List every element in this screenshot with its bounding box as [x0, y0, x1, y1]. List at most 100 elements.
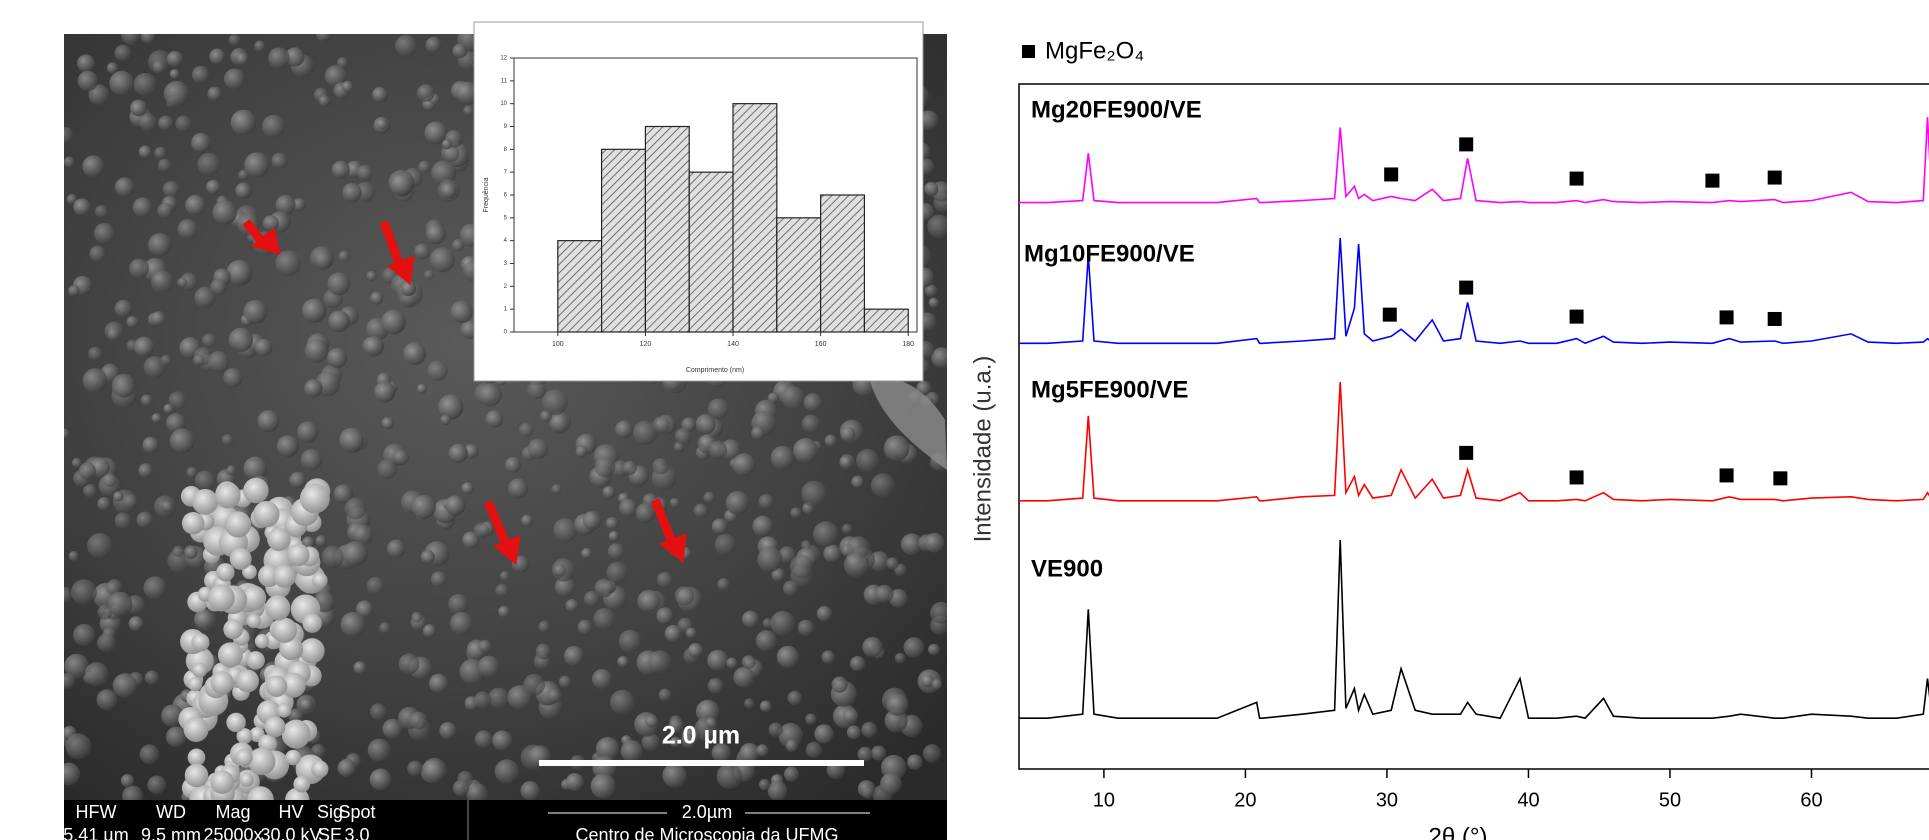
clump-grain [293, 775, 311, 793]
grain [340, 611, 366, 638]
grain [122, 785, 144, 800]
grain [652, 457, 669, 475]
grain [344, 497, 367, 520]
hist-bar [820, 194, 866, 333]
grain [120, 774, 135, 788]
grain [841, 523, 853, 535]
grain [212, 200, 237, 225]
grain [87, 532, 113, 559]
clump-grain [264, 716, 286, 738]
grain [438, 394, 464, 420]
grain [608, 530, 620, 542]
grain [495, 583, 509, 597]
grain [197, 152, 221, 177]
grain [126, 315, 139, 328]
series-label: Mg10FE900/VE [1024, 240, 1195, 267]
grain [166, 413, 187, 434]
inset-y-tick-label: 1 [504, 307, 508, 313]
x-tick-label: 60 [1800, 789, 1822, 811]
grain [379, 622, 391, 634]
grain [463, 105, 474, 117]
grain [139, 113, 158, 132]
grain [770, 610, 796, 636]
inset-x-tick-label: 140 [727, 341, 739, 348]
clump-grain [302, 613, 322, 633]
grain [527, 380, 547, 400]
grain [886, 693, 909, 716]
grain [652, 416, 670, 434]
info-value: 30.0 kV [260, 825, 321, 840]
grain [605, 517, 619, 530]
grain [771, 568, 786, 582]
grain [148, 232, 172, 257]
grain [114, 512, 132, 530]
grain [839, 455, 853, 469]
clump-grain [229, 547, 252, 570]
inset-x-tick-label: 100 [552, 341, 564, 348]
clump-grain [265, 595, 291, 621]
grain [742, 610, 759, 628]
grain [209, 48, 226, 65]
inset-y-tick-label: 11 [501, 78, 508, 84]
grain [714, 533, 737, 556]
clump-grain [299, 638, 325, 664]
clump-grain [265, 675, 288, 697]
x-tick-label: 40 [1517, 789, 1539, 811]
inset-y-tick-label: 12 [500, 56, 507, 62]
grain [758, 493, 775, 510]
grain [620, 740, 643, 763]
clump-grain [207, 584, 235, 612]
grain [752, 515, 774, 537]
grain [102, 472, 117, 487]
grain [271, 152, 288, 169]
grain [843, 708, 859, 724]
grain [793, 438, 819, 464]
grain [717, 578, 730, 591]
xrd-trace [1019, 117, 1929, 204]
clump-grain [253, 500, 280, 528]
grain [593, 607, 616, 631]
grain [523, 673, 546, 696]
grain [880, 772, 902, 795]
grain [801, 414, 821, 434]
grain [327, 272, 351, 296]
legend-label: MgFe₂O₄ [1045, 37, 1144, 64]
grain [674, 586, 695, 606]
grain [123, 494, 138, 509]
grain [565, 773, 584, 792]
grain [708, 440, 728, 460]
grain [395, 34, 418, 57]
grain [669, 497, 680, 508]
clump-grain [246, 613, 261, 629]
phase-marker [1719, 468, 1734, 483]
grain [64, 586, 73, 604]
grain [285, 47, 305, 67]
grain [428, 673, 449, 694]
inset-y-tick-label: 2 [504, 284, 508, 290]
hist-bar [863, 308, 909, 333]
grain [370, 291, 384, 305]
grain [89, 245, 106, 263]
clump-grain [183, 716, 209, 742]
info-header: HFW [76, 802, 117, 822]
clump-grain [181, 511, 205, 535]
grain [558, 675, 572, 689]
grain [95, 205, 109, 219]
grain [243, 456, 268, 481]
grain [547, 688, 562, 703]
grain [610, 689, 635, 715]
grain [518, 422, 534, 438]
grain [801, 480, 828, 507]
grain [184, 545, 198, 559]
grain [756, 744, 769, 757]
grain [186, 466, 198, 479]
info-header: Spot [338, 802, 375, 822]
grain [114, 44, 132, 62]
grain [151, 311, 166, 326]
grain [66, 193, 78, 205]
inset-y-tick-label: 7 [504, 170, 508, 176]
grain [538, 620, 551, 633]
grain [785, 739, 799, 752]
grain [744, 698, 755, 709]
